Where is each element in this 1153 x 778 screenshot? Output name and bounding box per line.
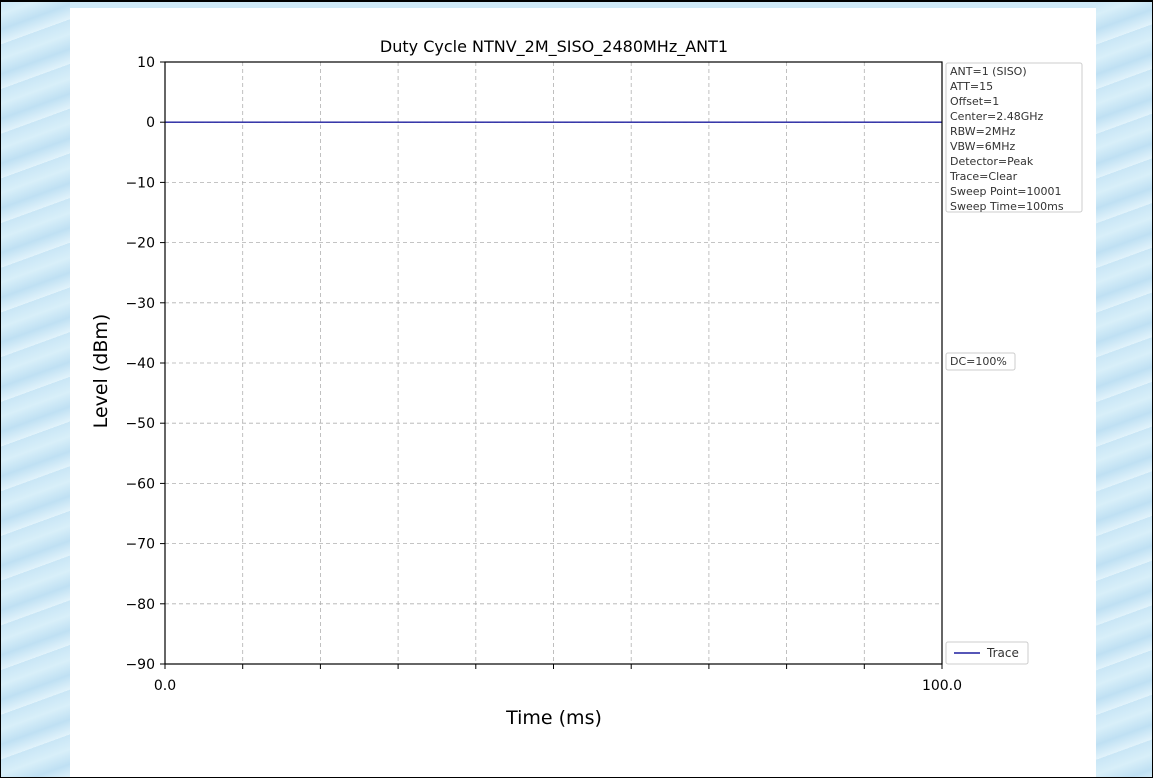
x-axis: 0.0 100.0 bbox=[154, 664, 962, 694]
info-box-lines: ANT=1 (SISO) ATT=15 Offset=1 Center=2.48GHz… bbox=[949, 65, 1064, 213]
legend-frame bbox=[945, 641, 1029, 665]
info-box-line: Offset=1 bbox=[950, 95, 999, 108]
chart-title: Duty Cycle NTNV_2M_SISO_2480MHz_ANT1 bbox=[380, 37, 728, 57]
duty-cycle-annotation: DC=100% bbox=[945, 352, 1016, 371]
y-axis: 10 0 −10 −20 −30 −40 −50 −60 −70 −80 −90 bbox=[125, 55, 165, 673]
info-box-line: RBW=2MHz bbox=[950, 125, 1016, 138]
y-tick-label: −30 bbox=[125, 296, 155, 312]
annotation-text: DC=100% bbox=[950, 355, 1007, 368]
background-left bbox=[0, 0, 70, 778]
info-box-line: Sweep Time=100ms bbox=[950, 200, 1064, 213]
y-tick-label: −80 bbox=[125, 597, 155, 613]
legend-label: Trace bbox=[986, 646, 1019, 660]
info-box-line: ANT=1 (SISO) bbox=[950, 65, 1027, 78]
y-tick-label: −70 bbox=[125, 537, 155, 553]
y-tick-label: −10 bbox=[125, 175, 155, 191]
y-tick-label: −40 bbox=[125, 356, 155, 372]
y-tick-label: −60 bbox=[125, 476, 155, 492]
annotation-frame bbox=[945, 352, 1016, 371]
y-tick-label: 10 bbox=[137, 55, 155, 71]
y-tick-label: −20 bbox=[125, 236, 155, 252]
info-box-line: Sweep Point=10001 bbox=[950, 185, 1062, 198]
info-box-line: Detector=Peak bbox=[950, 155, 1034, 168]
info-box-frame bbox=[945, 62, 1083, 213]
chart-svg: Duty Cycle NTNV_2M_SISO_2480MHz_ANT1 100… bbox=[90, 37, 1083, 729]
background-right bbox=[1096, 0, 1153, 778]
x-tick-label: 100.0 bbox=[922, 678, 962, 694]
y-axis-label: Level (dBm) bbox=[90, 314, 112, 429]
info-box-line: VBW=6MHz bbox=[950, 140, 1016, 153]
info-box: ANT=1 (SISO) ATT=15 Offset=1 Center=2.48GHz… bbox=[945, 62, 1083, 213]
y-tick-label: −50 bbox=[125, 416, 155, 432]
x-tick-label: 0.0 bbox=[154, 678, 176, 694]
grid-lines bbox=[164, 61, 943, 665]
info-box-line: Center=2.48GHz bbox=[950, 110, 1044, 123]
info-box-line: ATT=15 bbox=[950, 80, 993, 93]
y-tick-label: −90 bbox=[125, 657, 155, 673]
legend: Trace bbox=[945, 641, 1029, 665]
y-tick-label: 0 bbox=[146, 115, 155, 131]
x-axis-label: Time (ms) bbox=[505, 707, 602, 729]
info-box-line: Trace=Clear bbox=[949, 170, 1018, 183]
chart-figure: Duty Cycle NTNV_2M_SISO_2480MHz_ANT1 10 0… bbox=[70, 8, 1096, 778]
